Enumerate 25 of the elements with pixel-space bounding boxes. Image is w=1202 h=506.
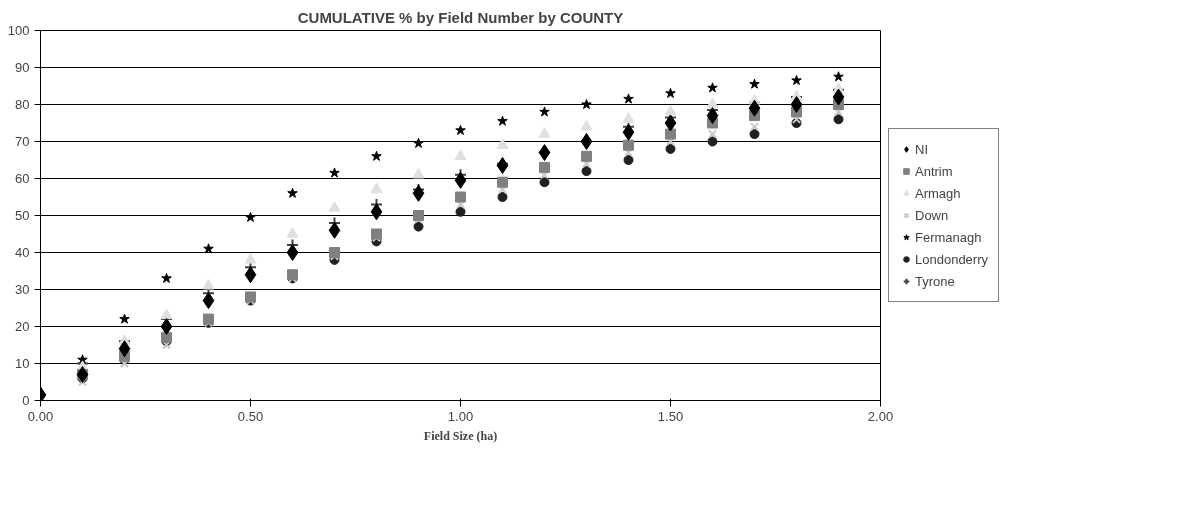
y-tick-label: 90	[15, 60, 30, 75]
x-tick-label: 0.50	[237, 408, 264, 424]
x-tick-label: 0.00	[27, 408, 54, 424]
legend-label: Tyrone	[915, 273, 955, 289]
chart-title: CUMULATIVE % by Field Number by COUNTY	[297, 8, 624, 26]
y-tick-label: 10	[15, 356, 30, 371]
y-tick-label: 30	[15, 282, 30, 297]
y-tick-label: 0	[22, 393, 30, 408]
x-axis-title: Field Size (ha)	[423, 428, 498, 443]
legend-label: Down	[915, 207, 949, 223]
y-tick-label: 70	[15, 134, 30, 149]
y-tick-label: 100	[7, 23, 30, 38]
x-tick-label: 2.00	[867, 408, 894, 424]
y-tick-label: 80	[15, 97, 30, 112]
legend-label: NI	[915, 141, 929, 157]
legend-label: Antrim	[915, 163, 953, 179]
x-tick-label: 1.00	[447, 408, 474, 424]
legend-label: Fermanagh	[915, 229, 982, 245]
y-tick-label: 60	[15, 171, 30, 186]
legend-label: Armagh	[915, 185, 961, 201]
x-tick-label: 1.50	[657, 408, 684, 424]
y-tick-label: 50	[15, 208, 30, 223]
legend-label: Londonderry	[915, 251, 988, 267]
y-tick-label: 40	[15, 245, 30, 260]
y-tick-label: 20	[15, 319, 30, 334]
